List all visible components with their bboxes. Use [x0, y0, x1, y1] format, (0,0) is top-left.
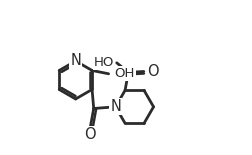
- Text: N: N: [70, 53, 81, 69]
- Text: N: N: [110, 99, 121, 114]
- Text: O: O: [85, 127, 96, 142]
- Text: OH: OH: [114, 67, 135, 80]
- Text: O: O: [147, 64, 159, 79]
- Text: HO: HO: [94, 56, 114, 69]
